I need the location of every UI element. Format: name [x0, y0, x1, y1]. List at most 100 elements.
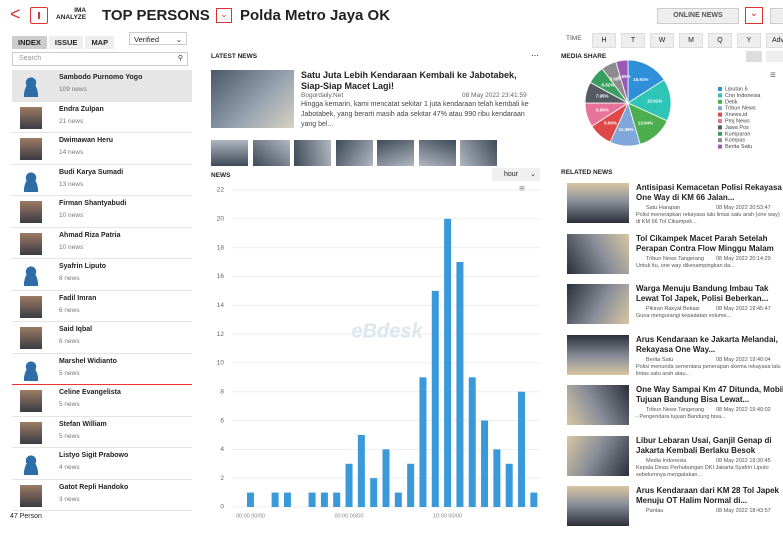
- related-item[interactable]: Warga Menuju Bandung Imbau Tak Lewat Tol…: [567, 284, 783, 332]
- legend-label: Tribun News: [725, 106, 756, 112]
- time-option[interactable]: Q: [708, 33, 732, 48]
- media-button[interactable]: ONLINE NEWS: [657, 8, 739, 24]
- related-thumb: [567, 183, 629, 223]
- time-option[interactable]: T: [621, 33, 645, 48]
- thumbnail[interactable]: [419, 140, 456, 166]
- filter-select[interactable]: Verified⌄: [129, 32, 187, 45]
- latest-heading: LATEST NEWS: [211, 53, 257, 60]
- tab[interactable]: ISSUE: [49, 36, 84, 49]
- related-title: One Way Sampai Km 47 Ditunda, Mobil Tuju…: [636, 385, 783, 405]
- related-thumb: [567, 234, 629, 274]
- person-name: Endra Zulpan: [59, 106, 104, 113]
- time-option[interactable]: H: [592, 33, 616, 48]
- y-tick-label: 8: [220, 388, 224, 395]
- legend-swatch: [718, 106, 722, 110]
- tab[interactable]: MAP: [85, 36, 114, 49]
- latest-title[interactable]: Satu Juta Lebih Kendaraan Kembali ke Jab…: [301, 70, 541, 92]
- person-name: Gatot Repli Handoko: [59, 484, 128, 491]
- title-dropdown[interactable]: ⌄: [216, 8, 232, 23]
- person-avatar: [20, 453, 42, 475]
- person-count: 10 news: [59, 244, 83, 251]
- pie-chart: 15.91%Liputan 615.91%Cnn Indonesia13.64%…: [560, 58, 783, 168]
- person-row[interactable]: Ahmad Riza Patria 10 news: [12, 228, 192, 260]
- person-name: Ahmad Riza Patria: [59, 232, 120, 239]
- search-box[interactable]: Search⚲: [12, 52, 188, 66]
- bar: [432, 291, 439, 507]
- thumbnail[interactable]: [253, 140, 290, 166]
- time-option[interactable]: W: [650, 33, 674, 48]
- legend-swatch: [718, 138, 722, 142]
- related-item[interactable]: Arus Kendaraan dari KM 28 Tol Japek Menu…: [567, 486, 783, 534]
- media-dropdown[interactable]: ⌄: [745, 7, 763, 24]
- export-button[interactable]: [770, 8, 783, 24]
- related-snippet: - Pengendara tujuan Bandung bisa...: [636, 414, 783, 421]
- slice-label: 9.09%: [596, 108, 609, 113]
- y-tick-label: 4: [220, 446, 224, 453]
- related-item[interactable]: One Way Sampai Km 47 Ditunda, Mobil Tuju…: [567, 385, 783, 433]
- legend-swatch: [718, 113, 722, 117]
- related-source: Pikiran Rakyat Bekasi: [646, 306, 700, 312]
- thumbnail[interactable]: [211, 140, 248, 166]
- slice-label: 15.91%: [633, 77, 648, 82]
- x-tick-label: 00:00 00/00: [236, 513, 265, 519]
- search-placeholder: Search: [19, 55, 41, 62]
- related-item[interactable]: Antisipasi Kemacetan Polisi Rekayasa One…: [567, 183, 783, 231]
- time-option[interactable]: M: [679, 33, 703, 48]
- time-option[interactable]: Adv: [766, 33, 783, 48]
- related-title: Libur Lebaran Usai, Ganjil Genap di Jaka…: [636, 436, 783, 456]
- y-tick-label: 12: [217, 331, 225, 338]
- thumbnail[interactable]: [294, 140, 331, 166]
- x-tick-label: 10:00 00/00: [433, 513, 462, 519]
- legend-label: Kompas: [725, 138, 745, 144]
- legend-swatch: [718, 145, 722, 149]
- y-tick-label: 6: [220, 417, 224, 424]
- slice-label: 11.36%: [619, 127, 634, 132]
- thumbnail[interactable]: [377, 140, 414, 166]
- related-snippet: Untuk itu, one way dikesampingkan da...: [636, 263, 783, 270]
- slice-label: 6.82%: [601, 83, 614, 88]
- time-option[interactable]: Y: [737, 33, 761, 48]
- related-item[interactable]: Libur Lebaran Usai, Ganjil Genap di Jaka…: [567, 436, 783, 484]
- more-icon[interactable]: ⋯: [531, 51, 539, 60]
- legend-swatch: [718, 119, 722, 123]
- bar: [370, 478, 377, 507]
- related-item[interactable]: Arus Kendaraan ke Jakarta Melandai, Reka…: [567, 335, 783, 383]
- related-title: Antisipasi Kemacetan Polisi Rekayasa One…: [636, 183, 783, 203]
- bar: [247, 493, 254, 507]
- y-tick-label: 10: [217, 360, 225, 367]
- related-item[interactable]: Tol Cikampek Macet Parah Setelah Perapan…: [567, 234, 783, 282]
- legend-label: Xnews.id: [725, 112, 747, 118]
- menu-icon[interactable]: [30, 7, 48, 24]
- legend-swatch: [718, 93, 722, 97]
- person-list: Sambodo Purnomo Yogo109 newsEndra Zulpan…: [12, 70, 192, 511]
- y-tick-label: 0: [220, 504, 224, 511]
- related-thumb: [567, 385, 629, 425]
- thumbnail[interactable]: [336, 140, 373, 166]
- bar: [456, 262, 463, 507]
- bar: [358, 435, 365, 507]
- legend-label: Jawa Pos: [725, 125, 749, 131]
- legend-label: Berita Satu: [725, 144, 752, 150]
- person-avatar: [20, 201, 42, 223]
- tab[interactable]: INDEX: [12, 36, 47, 49]
- interval-select[interactable]: hour⌄: [492, 168, 540, 181]
- slice-label: 9.09%: [604, 120, 617, 125]
- thumbnail[interactable]: [460, 140, 497, 166]
- person-avatar: [20, 233, 42, 255]
- back-button[interactable]: <: [10, 4, 21, 25]
- latest-image: [211, 70, 294, 128]
